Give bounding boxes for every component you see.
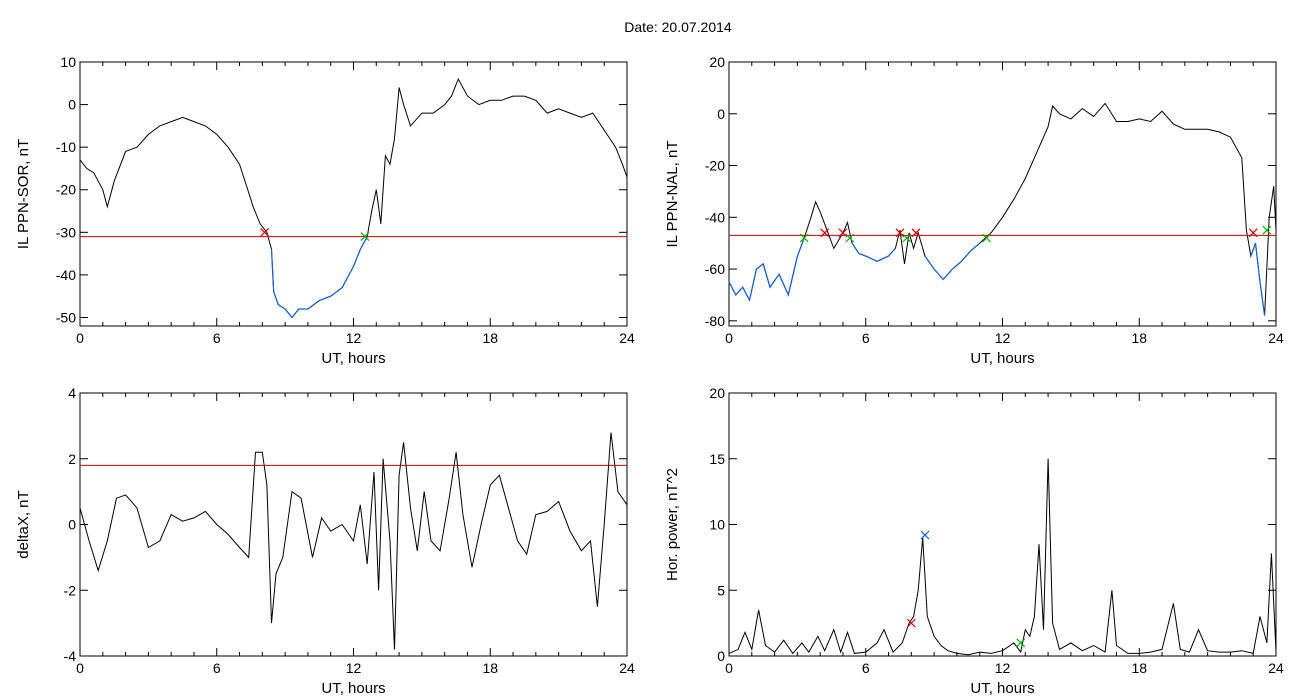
x-tick-label: 0 — [76, 330, 84, 346]
event-marker — [982, 233, 991, 243]
y-tick-label: -10 — [56, 139, 76, 155]
x-tick-label: 12 — [995, 330, 1011, 346]
panel-hor-power: 0 6 12 18 24 20 15 10 5 0 UT, hours Hor. power, nT^… — [664, 385, 1284, 697]
plot-frame — [79, 392, 628, 657]
y-tick-label: -20 — [56, 182, 76, 198]
x-tick-label: 6 — [213, 330, 221, 346]
y-tick-label: -40 — [56, 267, 76, 283]
below-threshold-series — [270, 236, 368, 319]
x-tick-label: 24 — [1268, 660, 1284, 676]
y-tick-label: 20 — [709, 385, 725, 401]
y-tick-label: -30 — [56, 224, 76, 240]
x-axis-label: UT, hours — [321, 680, 385, 697]
y-tick-label: -80 — [705, 313, 725, 329]
y-tick-label: 0 — [717, 648, 725, 664]
x-tick-label: 18 — [1131, 660, 1147, 676]
y-tick-label: 0 — [68, 517, 76, 533]
below-threshold-series — [851, 242, 896, 262]
x-tick-label: 0 — [725, 330, 733, 346]
x-axis-label: UT, hours — [970, 350, 1034, 367]
below-threshold-series — [924, 242, 981, 281]
y-tick-label: 0 — [717, 106, 725, 122]
x-tick-label: 0 — [725, 660, 733, 676]
event-marker — [260, 227, 270, 237]
plot-frame — [728, 392, 1277, 657]
y-tick-label: -50 — [56, 309, 76, 325]
y-axis-label: IL PPN-SOR, nT — [15, 139, 32, 249]
y-tick-label: 15 — [709, 451, 725, 467]
y-tick-label: 5 — [717, 582, 725, 598]
x-tick-label: 18 — [1131, 330, 1147, 346]
data-series-line — [728, 102, 1277, 316]
plot-frame — [79, 61, 628, 327]
y-axis-label: deltaX, nT — [15, 490, 32, 558]
x-tick-label: 0 — [76, 660, 84, 676]
x-tick-label: 24 — [1268, 330, 1284, 346]
data-series-line — [79, 432, 628, 650]
y-tick-label: 20 — [709, 54, 725, 70]
event-marker — [920, 530, 930, 540]
event-marker — [911, 228, 921, 238]
panel-deltax: 0 6 12 18 24 4 2 0 -2 -4 UT, hours deltaX, nT — [15, 385, 635, 697]
plot-frame — [728, 61, 1277, 327]
event-marker — [906, 618, 916, 628]
x-axis-label: UT, hours — [321, 350, 385, 367]
data-series-line — [728, 458, 1277, 656]
event-marker — [1262, 225, 1272, 235]
x-tick-label: 18 — [482, 330, 498, 346]
panel-ppn-sor: 0 6 12 18 24 10 0 -10 -20 -30 -40 -50 UT, hours IL PP… — [15, 54, 635, 367]
y-tick-label: -4 — [64, 648, 77, 664]
x-tick-label: 12 — [346, 330, 362, 346]
y-tick-label: 0 — [68, 97, 76, 113]
event-marker — [1248, 228, 1258, 238]
y-tick-label: -40 — [705, 209, 725, 225]
x-tick-label: 12 — [346, 660, 362, 676]
y-tick-label: 4 — [68, 385, 76, 401]
x-tick-label: 6 — [862, 330, 870, 346]
below-threshold-series — [728, 237, 805, 302]
y-tick-label: -2 — [64, 582, 77, 598]
x-tick-label: 18 — [482, 660, 498, 676]
y-tick-label: 10 — [709, 517, 725, 533]
event-marker — [820, 228, 830, 238]
y-tick-label: 10 — [60, 54, 76, 70]
panel-ppn-nal: 0 6 12 18 24 20 0 -20 -40 -60 -80 UT, hours IL PPN-N… — [664, 54, 1284, 367]
y-tick-label: -60 — [705, 261, 725, 277]
data-series-line — [79, 77, 628, 319]
event-marker — [1016, 638, 1026, 648]
event-marker — [902, 233, 912, 243]
event-marker — [895, 228, 905, 238]
event-marker — [845, 233, 855, 243]
y-axis-label: IL PPN-NAL, nT — [664, 141, 681, 248]
event-marker — [799, 233, 809, 243]
below-threshold-series — [1250, 242, 1266, 316]
x-tick-label: 24 — [619, 330, 635, 346]
event-marker — [360, 232, 370, 242]
x-tick-label: 24 — [619, 660, 635, 676]
y-tick-label: 2 — [68, 451, 76, 467]
x-tick-label: 6 — [862, 660, 870, 676]
y-tick-label: -20 — [705, 158, 725, 174]
x-tick-label: 12 — [995, 660, 1011, 676]
x-axis-label: UT, hours — [970, 680, 1034, 697]
event-marker — [838, 228, 848, 238]
figure-title: Date: 20.07.2014 — [624, 19, 732, 35]
y-axis-label: Hor. power, nT^2 — [664, 468, 681, 581]
x-tick-label: 6 — [213, 660, 221, 676]
